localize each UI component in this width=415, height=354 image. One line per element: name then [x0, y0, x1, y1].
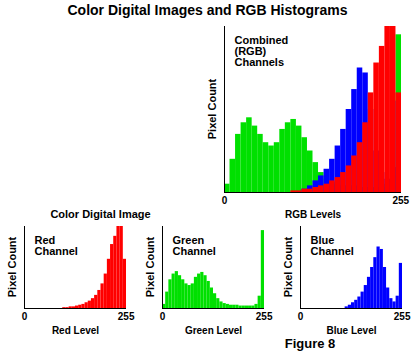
svg-text:0: 0	[298, 311, 304, 322]
svg-text:Red Level: Red Level	[52, 325, 99, 336]
svg-text:Combined(RGB)Channels: Combined(RGB)Channels	[235, 34, 289, 68]
svg-text:Green Level: Green Level	[185, 325, 242, 336]
svg-text:Blue Level: Blue Level	[326, 325, 376, 336]
html-text:Pixel Count: Pixel Count	[144, 236, 156, 298]
html-text:Color Digital Image: Color Digital Image	[50, 208, 151, 220]
svg-text:255: 255	[256, 311, 273, 322]
html-text:Figure 8: Figure 8	[284, 336, 336, 351]
html-text:Pixel Count: Pixel Count	[6, 236, 18, 298]
svg-text:0: 0	[222, 195, 228, 206]
html-text:Color Digital Images and RGB H: Color Digital Images and RGB Histograms	[67, 2, 348, 18]
svg-text:0: 0	[160, 311, 166, 322]
svg-text:RGB Levels: RGB Levels	[285, 209, 342, 220]
svg-text:BlueChannel: BlueChannel	[311, 234, 354, 257]
svg-text:255: 255	[392, 195, 409, 206]
svg-text:255: 255	[394, 311, 411, 322]
html-text:Pixel Count: Pixel Count	[206, 78, 218, 140]
svg-text:GreenChannel: GreenChannel	[173, 234, 216, 257]
svg-text:RedChannel: RedChannel	[35, 234, 78, 257]
svg-text:0: 0	[22, 311, 28, 322]
svg-text:255: 255	[118, 311, 135, 322]
html-text:Pixel Count: Pixel Count	[282, 236, 294, 298]
